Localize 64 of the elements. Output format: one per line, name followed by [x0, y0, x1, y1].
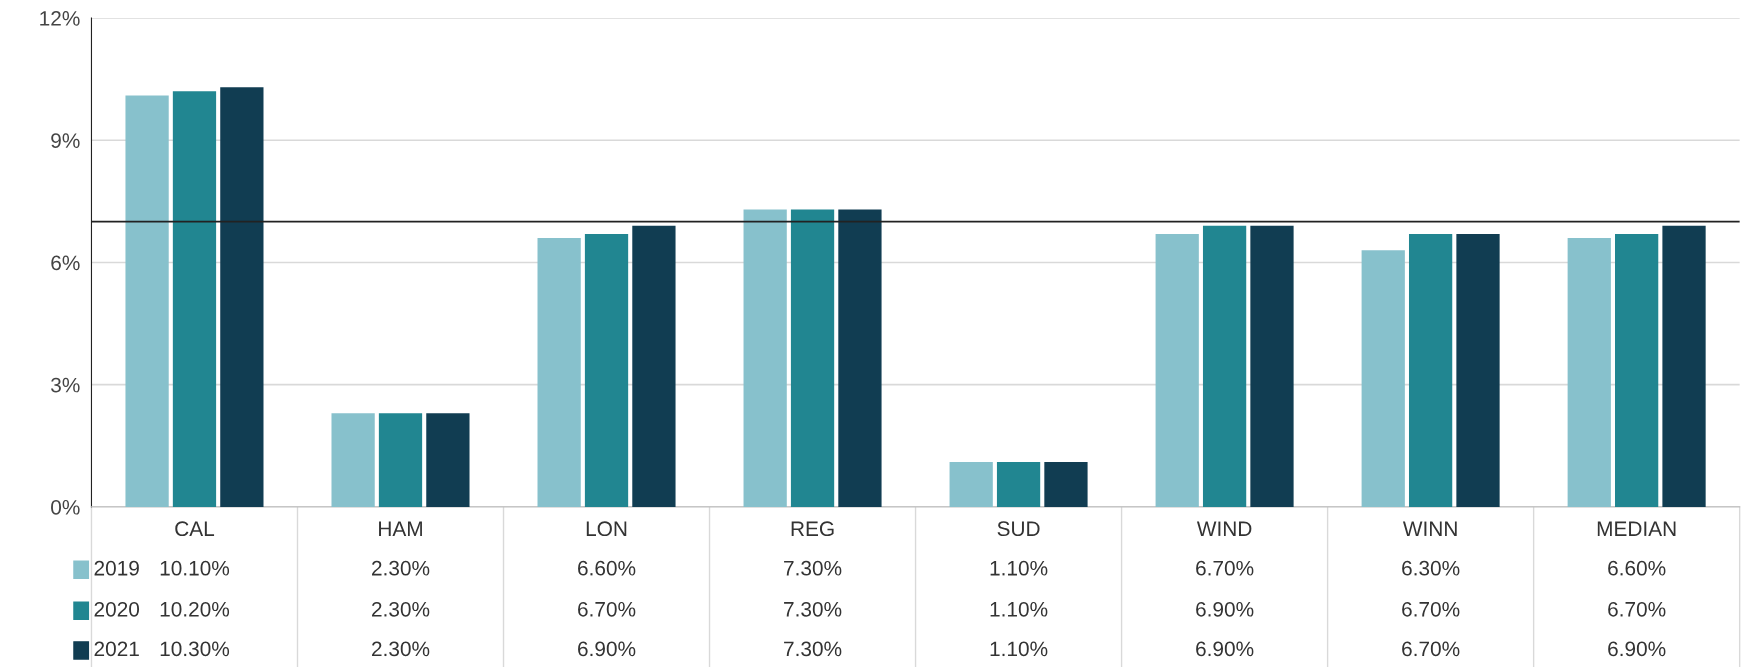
- x-tick-label: WIND: [1196, 521, 1252, 536]
- data-label: 7.30%: [784, 641, 842, 657]
- bar: [125, 95, 169, 507]
- bar: [1567, 238, 1611, 507]
- data-label: 7.30%: [784, 560, 842, 576]
- data-label: 10.10%: [160, 560, 230, 576]
- data-label: 6.70%: [1196, 560, 1254, 576]
- bar: [1662, 225, 1706, 507]
- x-tick-label: HAM: [379, 521, 422, 536]
- x-tick-label: CAL: [175, 521, 215, 537]
- bar: [1155, 233, 1199, 507]
- x-tick-label: WINN: [1402, 521, 1457, 536]
- x-tick-label: LON: [586, 521, 627, 537]
- data-label: 6.70%: [578, 601, 636, 617]
- data-label: 10.20%: [160, 601, 230, 617]
- bar: [537, 238, 581, 507]
- data-label: 6.90%: [1608, 641, 1666, 657]
- bar: [426, 413, 470, 507]
- legend-label: 2020: [94, 601, 140, 617]
- data-label: 6.90%: [1196, 601, 1254, 617]
- data-label: 6.70%: [1608, 601, 1666, 617]
- data-label: 10.30%: [160, 641, 230, 657]
- data-label: 1.10%: [990, 641, 1048, 657]
- bar: [1250, 225, 1294, 507]
- y-tick-label: 3%: [51, 377, 80, 393]
- bar: [1615, 233, 1659, 507]
- y-tick-label: 0%: [51, 499, 80, 515]
- data-label: 2.30%: [372, 641, 430, 657]
- bar: [790, 209, 835, 507]
- data-label: 6.60%: [1608, 560, 1666, 576]
- data-label: 6.90%: [578, 641, 636, 657]
- bar: [172, 91, 217, 507]
- data-label: 6.70%: [1402, 641, 1460, 657]
- data-label: 1.10%: [990, 601, 1048, 617]
- bar: [220, 87, 264, 507]
- bar: [331, 413, 375, 507]
- bar: [1361, 250, 1405, 507]
- bar: [1408, 233, 1453, 507]
- bar: [996, 462, 1041, 507]
- y-tick-label: 9%: [51, 133, 80, 148]
- bar: [949, 462, 993, 507]
- data-label: 6.90%: [1196, 641, 1254, 657]
- bar: [584, 233, 629, 507]
- y-tick-label: 12%: [40, 11, 80, 26]
- data-label: 7.30%: [784, 601, 842, 617]
- bar: [378, 413, 423, 507]
- bar: [1044, 462, 1088, 507]
- y-tick-label: 6%: [51, 255, 80, 271]
- x-tick-label: SUD: [997, 521, 1040, 537]
- data-label: 1.10%: [990, 560, 1048, 576]
- bar: [1202, 225, 1247, 507]
- bar: [1456, 233, 1500, 507]
- data-label: 6.60%: [578, 560, 636, 576]
- bar: [743, 209, 787, 507]
- x-tick-label: REG: [791, 521, 834, 537]
- data-label: 6.30%: [1402, 560, 1460, 576]
- bar: [632, 225, 676, 507]
- legend-label: 2021: [94, 641, 139, 657]
- data-label: 2.30%: [372, 601, 430, 617]
- legend-label: 2019: [94, 560, 139, 576]
- data-label: 6.70%: [1402, 601, 1460, 617]
- x-tick-label: MEDIAN: [1597, 521, 1676, 536]
- data-label: 2.30%: [372, 560, 430, 576]
- bar: [838, 209, 882, 507]
